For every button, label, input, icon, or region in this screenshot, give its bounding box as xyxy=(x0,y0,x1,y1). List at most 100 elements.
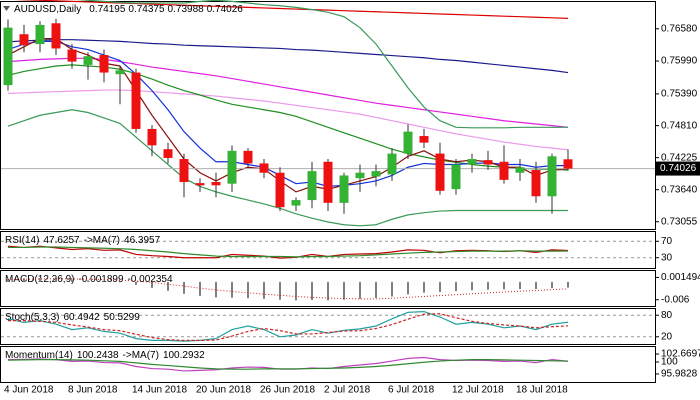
histogram-bar xyxy=(359,281,361,299)
candle-body xyxy=(547,156,557,197)
histogram-bar xyxy=(167,281,169,291)
candle-body xyxy=(51,23,61,49)
candle-body xyxy=(355,172,365,179)
candle-body xyxy=(35,24,45,45)
x-tick-label: 26 Jun 2018 xyxy=(260,385,315,396)
y-tick-label: 0.75390 xyxy=(661,89,698,100)
histogram-bar xyxy=(295,281,297,301)
histogram-bar xyxy=(151,281,153,288)
candle-body xyxy=(19,34,29,46)
candle-body xyxy=(499,161,509,180)
header-high: 0.74375 xyxy=(128,4,165,15)
y-tick-label: 0.73055 xyxy=(661,216,698,227)
histogram-bar xyxy=(519,281,521,290)
header-low: 0.73988 xyxy=(168,4,205,15)
candle-body xyxy=(163,149,173,158)
indicator-value: 60.4942 xyxy=(63,312,100,323)
histogram-bar xyxy=(199,281,201,296)
histogram-bar xyxy=(375,281,377,298)
x-tick-label: 2 Jul 2018 xyxy=(324,385,371,396)
histogram-bar xyxy=(247,281,249,299)
histogram-bar xyxy=(135,281,137,285)
x-tick-label: 14 Jun 2018 xyxy=(132,385,187,396)
last-price-label: 0.74026 xyxy=(660,163,697,174)
candle-body xyxy=(179,159,189,183)
candle-body xyxy=(99,55,109,73)
indicator-line xyxy=(7,109,568,227)
panel-frame xyxy=(0,270,656,307)
header-open: 0.74195 xyxy=(89,4,126,15)
candle-body xyxy=(227,150,237,184)
y-tick-label: 0.74225 xyxy=(661,152,698,163)
candle-body xyxy=(83,56,93,65)
indicator-line xyxy=(74,0,568,129)
candle-body xyxy=(211,182,221,186)
histogram-bar xyxy=(55,278,57,282)
chart-header: AUDUSD,Daily 0.74195 0.74375 0.73988 0.74026 xyxy=(14,4,243,15)
candle-body xyxy=(483,160,493,165)
histogram-bar xyxy=(311,281,313,301)
candle-body xyxy=(371,171,381,177)
indicator-line xyxy=(7,245,569,259)
histogram-bar xyxy=(391,281,393,297)
y-tick-label: 95.9828 xyxy=(661,369,698,380)
histogram-bar xyxy=(231,281,233,298)
candle-body xyxy=(131,72,141,129)
indicator-line xyxy=(7,89,569,151)
histogram-bar xyxy=(343,281,345,300)
y-tick-label: 70 xyxy=(661,236,673,247)
header-icon xyxy=(3,6,10,11)
candle-body xyxy=(451,164,461,190)
y-tick-label: 0.75990 xyxy=(661,56,698,67)
histogram-bar xyxy=(103,281,105,282)
candle-body xyxy=(147,128,157,146)
y-tick-label: 30 xyxy=(661,252,673,263)
candle-body xyxy=(195,183,205,186)
y-tick-label: 100 xyxy=(661,357,678,368)
histogram-bar xyxy=(407,281,409,295)
candle-body xyxy=(339,175,349,203)
candle-body xyxy=(323,161,333,203)
histogram-bar xyxy=(471,281,473,291)
indicator-value: 100.2932 xyxy=(163,350,205,361)
x-tick-label: 12 Jul 2018 xyxy=(452,385,504,396)
histogram-bar xyxy=(183,281,185,294)
x-tick-label: 20 Jun 2018 xyxy=(196,385,251,396)
x-tick-label: 6 Jul 2018 xyxy=(388,385,435,396)
y-tick-label: 102.6697 xyxy=(661,349,700,360)
header-close: 0.74026 xyxy=(207,4,244,15)
panel-title: Momentum(14) 100.2438 ->MA(7) 100.2932 xyxy=(5,350,205,361)
x-tick-label: 8 Jun 2018 xyxy=(68,385,118,396)
histogram-bar xyxy=(71,279,73,282)
candle-body xyxy=(3,27,13,86)
indicator-name: Momentum(14) xyxy=(5,350,73,361)
symbol: AUDUSD,Daily xyxy=(14,4,81,15)
indicator-name: ->MA(7) xyxy=(84,235,120,246)
candle-body xyxy=(387,153,397,175)
histogram-bar xyxy=(551,281,553,289)
indicator-line xyxy=(7,278,569,300)
histogram-bar xyxy=(215,281,217,298)
histogram-bar xyxy=(23,278,25,282)
histogram-bar xyxy=(455,281,457,292)
histogram-bar xyxy=(263,281,265,299)
indicator-line xyxy=(14,0,569,19)
histogram-bar xyxy=(535,281,537,290)
indicator-value: -0.002354 xyxy=(128,274,173,285)
histogram-bar xyxy=(279,281,281,300)
histogram-bar xyxy=(39,278,41,282)
indicator-name: Stoch(5,3,3) xyxy=(5,312,59,323)
y-tick-label: 80 xyxy=(661,310,673,321)
panel-frame xyxy=(0,346,656,383)
histogram-bar xyxy=(503,281,505,290)
candle-body xyxy=(467,159,477,165)
panel-frame xyxy=(0,308,656,345)
histogram-bar xyxy=(439,281,441,293)
y-tick-label: 0.76580 xyxy=(661,23,698,34)
candle-body xyxy=(307,171,317,201)
candle-body xyxy=(243,150,253,164)
y-tick-label: 0.74810 xyxy=(661,120,698,131)
candle-body xyxy=(67,49,77,62)
candle-body xyxy=(563,159,573,169)
